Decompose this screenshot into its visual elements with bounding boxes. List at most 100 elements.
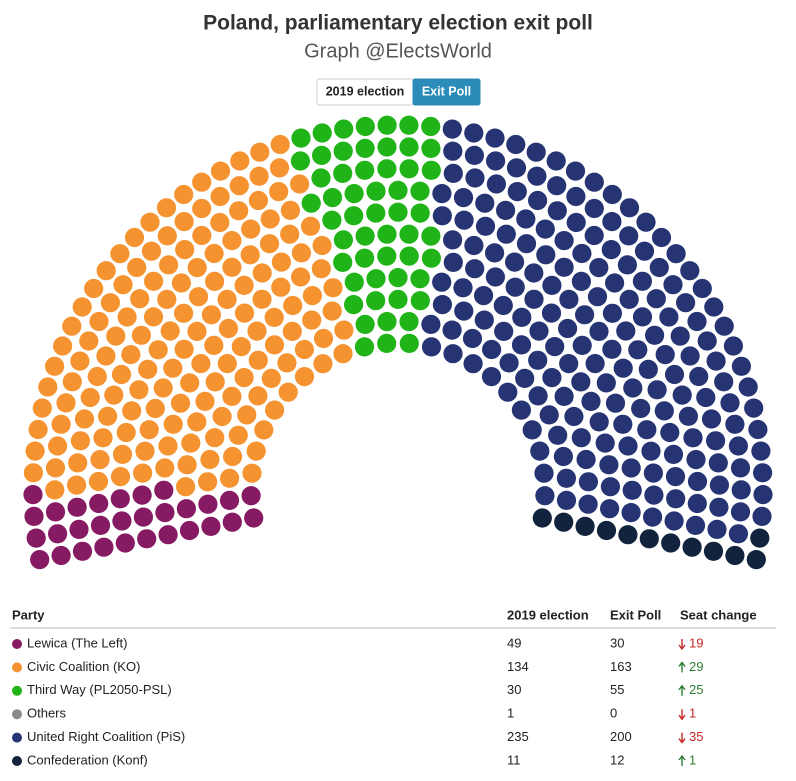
seat xyxy=(701,409,722,429)
seats-exit: 12 xyxy=(610,752,624,767)
seat xyxy=(28,419,48,440)
seat xyxy=(247,321,267,341)
seat xyxy=(493,295,513,316)
seat xyxy=(584,198,604,219)
button-label[interactable]: 2019 election xyxy=(326,84,405,98)
seat xyxy=(559,354,579,374)
seat xyxy=(153,378,173,398)
seat xyxy=(666,244,686,264)
chart-subtitle: Graph @ElectsWorld xyxy=(304,40,492,62)
seat xyxy=(725,414,745,434)
seat xyxy=(201,516,221,537)
seat xyxy=(366,269,386,289)
seat xyxy=(584,225,604,246)
seat xyxy=(602,212,622,232)
seat xyxy=(661,533,681,553)
seat xyxy=(554,257,574,277)
seat xyxy=(585,354,605,374)
seat xyxy=(507,182,527,202)
toggle-button[interactable]: 2019 election xyxy=(316,78,414,106)
legend-dot xyxy=(12,685,22,696)
seat xyxy=(280,200,300,220)
seat xyxy=(589,258,609,278)
seat xyxy=(619,198,640,218)
seat xyxy=(344,184,364,204)
seat xyxy=(222,386,242,406)
seat xyxy=(96,346,116,366)
seat xyxy=(67,475,87,495)
seat xyxy=(323,278,343,298)
seat xyxy=(139,420,159,440)
seat xyxy=(62,316,82,336)
seat xyxy=(269,182,289,202)
seat xyxy=(70,351,90,371)
seat xyxy=(665,467,686,487)
seat xyxy=(222,231,242,251)
seat xyxy=(291,243,311,263)
seat xyxy=(210,212,230,233)
seat xyxy=(725,545,745,566)
seat xyxy=(282,321,302,341)
seat xyxy=(174,212,194,232)
seat xyxy=(678,406,699,426)
seat xyxy=(443,252,463,272)
seat xyxy=(660,422,680,443)
button-label[interactable]: Exit Poll xyxy=(422,84,471,98)
seat xyxy=(30,550,50,570)
seat xyxy=(475,216,496,236)
seat xyxy=(548,425,568,445)
seat xyxy=(632,307,653,327)
seat xyxy=(692,278,712,299)
seat xyxy=(528,350,548,370)
seat xyxy=(672,385,692,405)
seat xyxy=(442,320,462,340)
party-name: United Right Coalition (PiS) xyxy=(27,729,185,744)
seat xyxy=(687,311,707,332)
column-header: Seat change xyxy=(680,607,757,622)
seat xyxy=(201,305,221,325)
seat xyxy=(70,431,90,451)
seat xyxy=(494,321,514,341)
seat xyxy=(506,134,526,155)
seat xyxy=(399,224,419,244)
seat xyxy=(355,226,375,246)
seat xyxy=(453,278,473,298)
seat xyxy=(707,519,727,540)
seat xyxy=(222,257,242,277)
seat xyxy=(432,295,452,315)
seat xyxy=(644,485,664,505)
seat xyxy=(244,508,264,528)
seat xyxy=(683,428,703,448)
seat xyxy=(252,263,272,283)
seat xyxy=(443,141,463,161)
seat xyxy=(515,368,535,388)
seat xyxy=(106,326,126,346)
legend-dot xyxy=(12,756,22,766)
seat xyxy=(505,277,525,297)
seat xyxy=(463,354,483,374)
seat xyxy=(228,425,248,445)
seat xyxy=(714,372,734,392)
seat xyxy=(223,446,243,467)
button-bg xyxy=(412,78,481,106)
toggle-button[interactable]: Exit Poll xyxy=(412,78,481,106)
seat xyxy=(623,378,643,398)
seat xyxy=(45,458,66,478)
seat xyxy=(485,128,505,148)
seat xyxy=(685,515,706,536)
seat xyxy=(333,230,353,250)
seat xyxy=(312,235,332,256)
seat xyxy=(731,356,752,376)
seat xyxy=(261,368,281,388)
seat xyxy=(112,511,132,531)
seat xyxy=(524,289,544,309)
seat xyxy=(84,278,104,299)
seat xyxy=(301,193,321,213)
seat xyxy=(322,301,342,321)
seat xyxy=(290,174,310,194)
seat xyxy=(388,202,408,222)
seat xyxy=(596,373,616,393)
seat xyxy=(399,137,419,157)
seat xyxy=(388,180,408,200)
party-name: Others xyxy=(27,706,67,721)
